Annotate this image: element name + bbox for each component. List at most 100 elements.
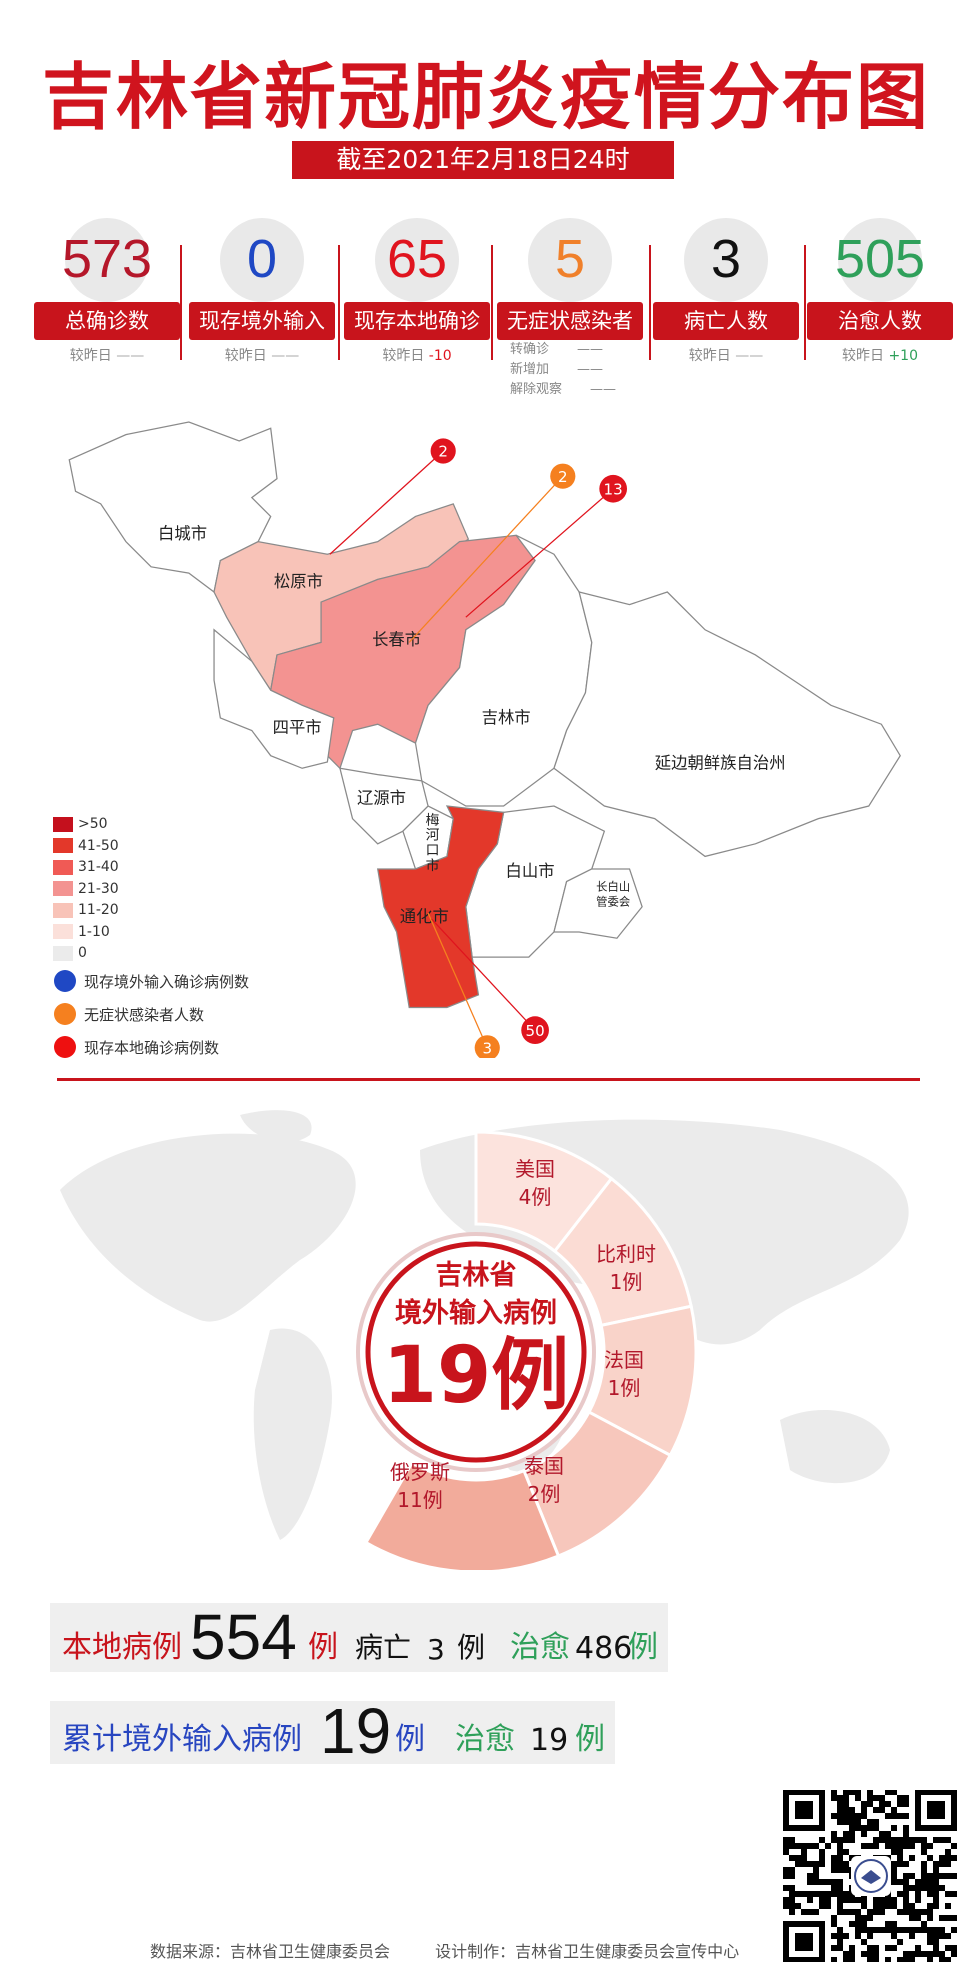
marker-leader-line [408,475,564,643]
qr-module [915,1951,921,1957]
qr-module [903,1873,909,1879]
qr-module [927,1891,933,1897]
asymptomatic-detail: 新增加 —— [492,360,648,380]
country-name: 法国 [604,1348,644,1372]
qr-module [837,1933,843,1939]
qr-module [885,1921,891,1927]
qr-module [783,1867,789,1873]
imported-unit: 例 [395,1722,425,1757]
qr-module [915,1909,921,1915]
country-name: 比利时 [596,1242,656,1266]
compare-label: 较昨日 [842,348,884,364]
qr-module [933,1897,939,1903]
marker-leader-line [431,918,536,1031]
qr-module [855,1825,861,1831]
qr-module [909,1909,915,1915]
stat-label: 无症状感染者 [497,302,643,340]
qr-finder-center [795,1801,813,1819]
qr-module [867,1951,873,1957]
qr-finder-center [927,1801,945,1819]
qr-module [849,1951,855,1957]
qr-module [837,1927,843,1933]
qr-module [855,1819,861,1825]
country-label: 法国 1例 [579,1346,669,1402]
qr-module [927,1879,933,1885]
stat-card: 65 现存本地确诊 较昨日 -10 [339,218,495,366]
design-credit: 设计制作：吉林省卫生健康委员会宣传中心 [435,1942,740,1961]
data-source: 数据来源：吉林省卫生健康委员会 [150,1942,391,1961]
qr-module [945,1891,951,1897]
legend-scale-item: 41-50 [53,837,119,855]
qr-module [909,1951,915,1957]
qr-module [837,1879,843,1885]
qr-module [921,1837,927,1843]
qr-module [873,1909,879,1915]
qr-module [849,1831,855,1837]
qr-module [945,1957,951,1962]
qr-module [897,1861,903,1867]
logo-emblem-icon [861,1870,881,1884]
qr-module [849,1945,855,1951]
qr-module [903,1957,909,1962]
qr-module [843,1951,849,1957]
qr-module [849,1855,855,1861]
page-title: 吉林省新冠肺炎疫情分布图 [41,55,930,139]
qr-module [789,1909,795,1915]
qr-module [843,1801,849,1807]
qr-module [825,1843,831,1849]
stat-circle: 5 [528,218,612,302]
qr-module [807,1843,813,1849]
qr-module [933,1933,939,1939]
qr-module [897,1801,903,1807]
qr-module [927,1957,933,1962]
legend-dot-icon [54,1003,76,1025]
qr-module [879,1903,885,1909]
qr-module [885,1790,891,1795]
qr-module [813,1891,819,1897]
detail-label: 解除观察 [510,382,563,397]
qr-module [837,1843,843,1849]
qr-code[interactable] [781,1790,959,1962]
qr-module [933,1951,939,1957]
qr-module [927,1885,933,1891]
qr-module [891,1843,897,1849]
qr-module [789,1873,795,1879]
legend-swatch [53,859,73,875]
qr-module [933,1867,939,1873]
stat-divider [180,245,182,360]
qr-module [897,1795,903,1801]
country-count: 1例 [609,1270,643,1294]
world-landmass [780,1410,890,1484]
qr-module [861,1807,867,1813]
qr-module [789,1843,795,1849]
qr-module [843,1819,849,1825]
qr-module [933,1879,939,1885]
stat-divider [491,245,493,360]
qr-module [927,1843,933,1849]
qr-module [885,1897,891,1903]
qr-module [855,1933,861,1939]
qr-module [891,1933,897,1939]
qr-module [921,1885,927,1891]
qr-module [879,1807,885,1813]
qr-module [879,1927,885,1933]
qr-module [849,1891,855,1897]
qr-module [795,1861,801,1867]
country-count: 11例 [397,1488,443,1512]
compare-label: 较昨日 [382,348,425,364]
stat-label: 总确诊数 [34,302,180,340]
country-label: 比利时 1例 [581,1240,671,1296]
qr-module [873,1897,879,1903]
qr-module [789,1867,795,1873]
imported-cured-label: 治愈 [455,1722,515,1757]
qr-module [879,1831,885,1837]
region-9 [376,805,505,1009]
qr-module [873,1843,879,1849]
qr-module [819,1861,825,1867]
region-label: 白山市 [506,862,555,881]
legend-marker-item: 无症状感染者人数 [54,1003,204,1025]
qr-module [903,1831,909,1837]
qr-module [837,1909,843,1915]
qr-module [789,1885,795,1891]
qr-module [807,1891,813,1897]
